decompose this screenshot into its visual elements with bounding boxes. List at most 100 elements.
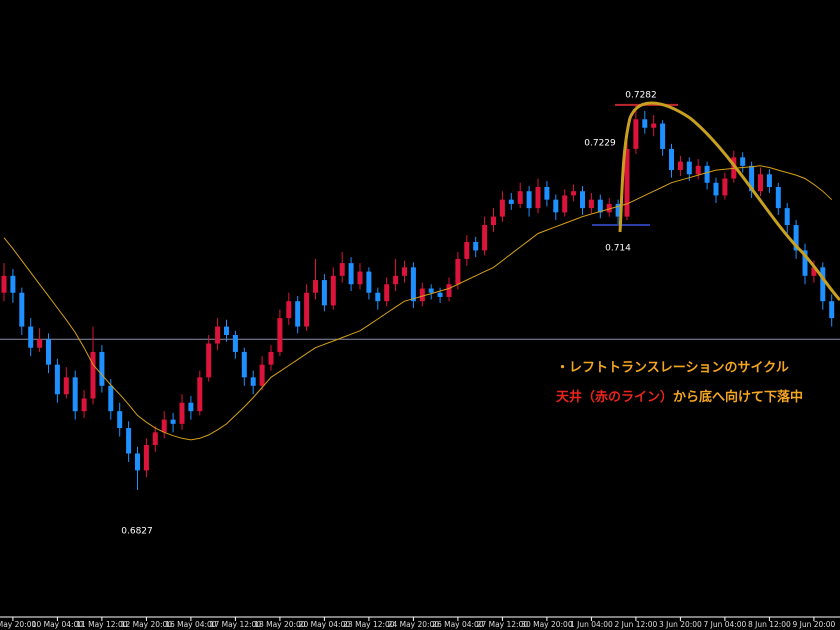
candle-body bbox=[446, 284, 452, 297]
candle-body bbox=[419, 288, 425, 302]
candle-body bbox=[580, 191, 585, 209]
candle-body bbox=[37, 339, 43, 348]
candle-body bbox=[829, 301, 835, 319]
candle-body bbox=[437, 292, 443, 297]
candle-body bbox=[259, 364, 265, 386]
candle-body bbox=[135, 453, 140, 471]
x-tick-label: 3 Jun 20:00 bbox=[659, 620, 702, 629]
candle-body bbox=[775, 186, 781, 209]
candle-body bbox=[802, 250, 808, 276]
candle-body bbox=[633, 119, 639, 149]
candle-body bbox=[491, 216, 496, 226]
x-tick-label: 20 May 04:00 bbox=[299, 620, 351, 629]
plot-area bbox=[0, 103, 840, 490]
candle-body bbox=[90, 351, 96, 399]
x-tick-label: 26 May 04:00 bbox=[432, 620, 484, 629]
candle-body bbox=[215, 326, 221, 344]
x-tick-label: 9 Jun 20:00 bbox=[792, 620, 835, 629]
candle-body bbox=[571, 191, 577, 196]
x-tick-label: 1 Jun 04:00 bbox=[570, 620, 613, 629]
candle-body bbox=[46, 339, 51, 365]
candle-body bbox=[366, 271, 372, 293]
candle-body bbox=[206, 343, 212, 378]
candle-body bbox=[232, 335, 238, 352]
candle-body bbox=[143, 445, 149, 471]
candle-body bbox=[553, 199, 559, 213]
candle-body bbox=[375, 292, 381, 302]
candle-body bbox=[126, 428, 132, 454]
x-tick-label: 11 May 12:00 bbox=[76, 620, 128, 629]
candle-body bbox=[749, 165, 755, 192]
note-line: 天井（赤のライン）から底へ向けて下落中 bbox=[556, 389, 803, 405]
candle-body bbox=[597, 199, 603, 213]
candle-body bbox=[313, 280, 318, 293]
candle-body bbox=[455, 258, 461, 285]
x-tick-label: 16 May 04:00 bbox=[165, 620, 217, 629]
candle-body bbox=[348, 263, 354, 285]
candle-body bbox=[642, 119, 648, 128]
candle-body bbox=[766, 174, 772, 187]
candle-body bbox=[81, 398, 87, 412]
candle-body bbox=[606, 203, 612, 213]
candle-body bbox=[393, 275, 399, 285]
x-tick-label: 17 May 12:00 bbox=[210, 620, 262, 629]
candle-body bbox=[357, 271, 363, 285]
x-tick-label: 10 May 04:00 bbox=[32, 620, 84, 629]
candle-body bbox=[402, 267, 407, 276]
candle-body bbox=[170, 419, 176, 424]
price-label: 0.6827 bbox=[121, 527, 153, 537]
candle-body bbox=[241, 351, 247, 378]
candle-body bbox=[197, 377, 203, 412]
candle-body bbox=[63, 377, 69, 395]
candle-body bbox=[713, 182, 719, 196]
candle-body bbox=[464, 241, 470, 259]
x-tick-label: 7 Jun 04:00 bbox=[703, 620, 746, 629]
candle-body bbox=[588, 199, 594, 209]
note-red: 天井（赤のライン） bbox=[556, 389, 673, 405]
candle-body bbox=[508, 199, 514, 204]
candle-body bbox=[117, 411, 123, 429]
candle-body bbox=[286, 301, 292, 319]
candle-body bbox=[268, 351, 274, 365]
candle-body bbox=[339, 263, 345, 276]
candle-body bbox=[1, 275, 7, 293]
candle-body bbox=[499, 199, 505, 217]
price-label: 0.714 bbox=[605, 244, 631, 254]
candle-body bbox=[99, 351, 105, 386]
candle-body bbox=[188, 402, 194, 412]
candle-body bbox=[695, 165, 701, 175]
candle-body bbox=[277, 318, 283, 352]
candle-body bbox=[108, 385, 114, 412]
price-label: 0.7229 bbox=[584, 139, 616, 149]
candle-body bbox=[517, 191, 523, 204]
candle-body bbox=[660, 123, 666, 149]
candle-body bbox=[669, 148, 674, 171]
candle-body bbox=[758, 174, 763, 192]
note-rest: から底へ向けて下落中 bbox=[673, 389, 803, 405]
candle-body bbox=[304, 292, 310, 327]
x-tick-label: 30 May 20:00 bbox=[521, 620, 573, 629]
candle-body bbox=[526, 191, 532, 209]
candle-body bbox=[410, 267, 416, 302]
candle-body bbox=[179, 402, 185, 424]
x-tick-label: 8 Jun 12:00 bbox=[748, 620, 791, 629]
candle-body bbox=[161, 419, 167, 433]
candle-body bbox=[72, 377, 78, 412]
candle-body bbox=[224, 326, 229, 336]
x-tick-label: 12 May 20:00 bbox=[121, 620, 173, 629]
x-tick-label: 27 May 12:00 bbox=[477, 620, 529, 629]
candle-body bbox=[54, 364, 60, 395]
x-tick-label: 24 May 20:00 bbox=[388, 620, 440, 629]
candle-body bbox=[152, 432, 158, 446]
candle-body bbox=[330, 275, 336, 306]
candle-body bbox=[784, 208, 790, 226]
moving-average bbox=[3, 165, 833, 441]
candle-body bbox=[651, 123, 657, 128]
candle-body bbox=[704, 165, 710, 183]
price-label: 0.7282 bbox=[625, 91, 657, 101]
candle-body bbox=[811, 267, 817, 276]
candle-body bbox=[535, 186, 541, 209]
candle-body bbox=[740, 157, 746, 166]
candle-body bbox=[562, 195, 568, 213]
